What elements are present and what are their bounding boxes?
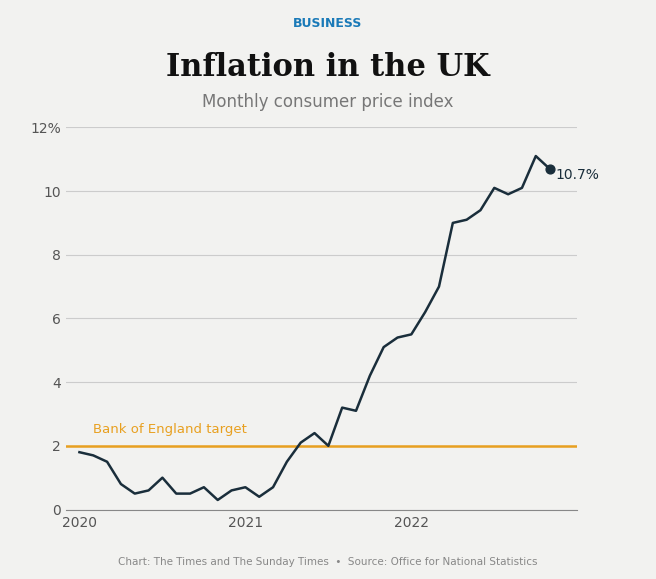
Text: 10.7%: 10.7% <box>555 168 599 182</box>
Text: Bank of England target: Bank of England target <box>93 423 247 437</box>
Text: Inflation in the UK: Inflation in the UK <box>166 52 490 83</box>
Text: BUSINESS: BUSINESS <box>293 17 363 30</box>
Text: Chart: The Times and The Sunday Times  •  Source: Office for National Statistics: Chart: The Times and The Sunday Times • … <box>118 558 538 567</box>
Text: Monthly consumer price index: Monthly consumer price index <box>202 93 454 111</box>
Point <box>544 164 555 174</box>
